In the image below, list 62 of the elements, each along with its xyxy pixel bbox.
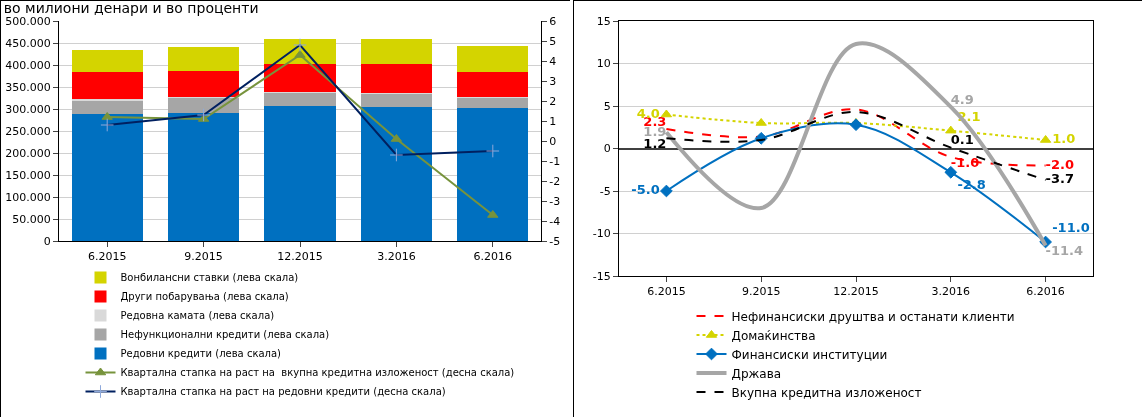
y-tick-label: 350.000: [5, 80, 51, 94]
x-tick-label: 9.2015: [184, 250, 223, 264]
legend-label: Квартална стапка на раст на вкупна кредитна изложеност (десна скала): [120, 367, 515, 379]
legend-label: Домаќинства: [731, 328, 816, 343]
y-tick-label: 150.000: [5, 168, 51, 182]
y2-tick-label: 0: [549, 134, 557, 148]
y2-tick-label: 1: [549, 114, 557, 128]
x-tick-label: 3.2016: [931, 285, 971, 299]
x-tick-label: 9.2015: [741, 285, 781, 299]
x-tick-label: 12.2015: [833, 285, 879, 299]
x-tick-label: 6.2015: [647, 285, 686, 299]
legend-label: Нефункционални кредити (лева скала): [120, 329, 330, 341]
y-tick-label: 200.000: [5, 146, 51, 160]
y-tick-label: 250.000: [5, 124, 51, 138]
data-label: -2.0: [1045, 156, 1075, 172]
y2-tick-label: -2: [549, 174, 561, 188]
y-tick-label: 450.000: [5, 36, 51, 50]
y2-tick-label: 2: [549, 94, 557, 108]
y-tick-label: 0: [603, 142, 611, 156]
legend-label: Редовна камата (лева скала): [120, 310, 275, 322]
data-label: 1.0: [1052, 131, 1076, 147]
data-label: -5.0: [631, 182, 660, 198]
x-tick-label: 3.2016: [377, 250, 416, 264]
legend-label: Финансиски институции: [731, 347, 888, 362]
y2-tick-label: 3: [549, 74, 557, 88]
y-tick-label: -10: [592, 227, 611, 241]
y-tick-label: -5: [599, 184, 611, 198]
legend-label: Квартална стапка на раст на редовни кредити (десна скала): [120, 386, 446, 398]
y2-tick-label: 6: [549, 14, 557, 28]
y-tick-label: 300.000: [5, 102, 51, 116]
data-label: 0.1: [950, 132, 974, 148]
x-tick-label: 12.2015: [277, 250, 323, 264]
y2-tick-label: 4: [549, 54, 557, 68]
legend-label: Нефинансиски друштва и останати клиенти: [731, 309, 1015, 324]
data-label: -3.7: [1045, 171, 1075, 187]
x-tick-label: 6.2015: [87, 250, 127, 264]
y2-tick-label: -3: [549, 194, 561, 208]
x-tick-label: 6.2016: [473, 250, 513, 264]
legend-label: Вкупна кредитна изложеност: [731, 385, 922, 400]
y-tick-label: 50.000: [12, 212, 51, 226]
y-tick-label: -15: [592, 269, 611, 283]
legend-label: Држава: [731, 366, 782, 381]
y-tick-label: 100.000: [5, 190, 51, 204]
y-tick-label: 400.000: [5, 58, 51, 72]
data-label: -11.4: [1045, 243, 1084, 259]
y-tick-label: 10: [596, 57, 611, 71]
y-tick-label: 15: [596, 14, 611, 28]
y2-tick-label: 5: [549, 34, 557, 48]
data-label: -11.0: [1052, 220, 1090, 236]
y2-tick-label: -4: [549, 214, 561, 228]
data-label: 4.9: [950, 91, 974, 107]
y-tick-label: 0: [43, 234, 51, 248]
y2-tick-label: -5: [549, 234, 561, 248]
y-tick-label: 500.000: [5, 14, 51, 28]
y2-tick-label: -1: [549, 154, 561, 168]
legend-label: Редовни кредити (лева скала): [120, 348, 282, 360]
x-tick-label: 6.2016: [1026, 285, 1065, 299]
y-tick-label: 5: [603, 99, 611, 113]
legend-label: Други побарувања (лева скала): [120, 291, 289, 303]
legend-label: Вонбилансни ставки (лева скала): [120, 272, 299, 284]
data-label: 1.2: [643, 136, 667, 152]
chart-title: во милиони денари и во проценти: [3, 0, 259, 16]
